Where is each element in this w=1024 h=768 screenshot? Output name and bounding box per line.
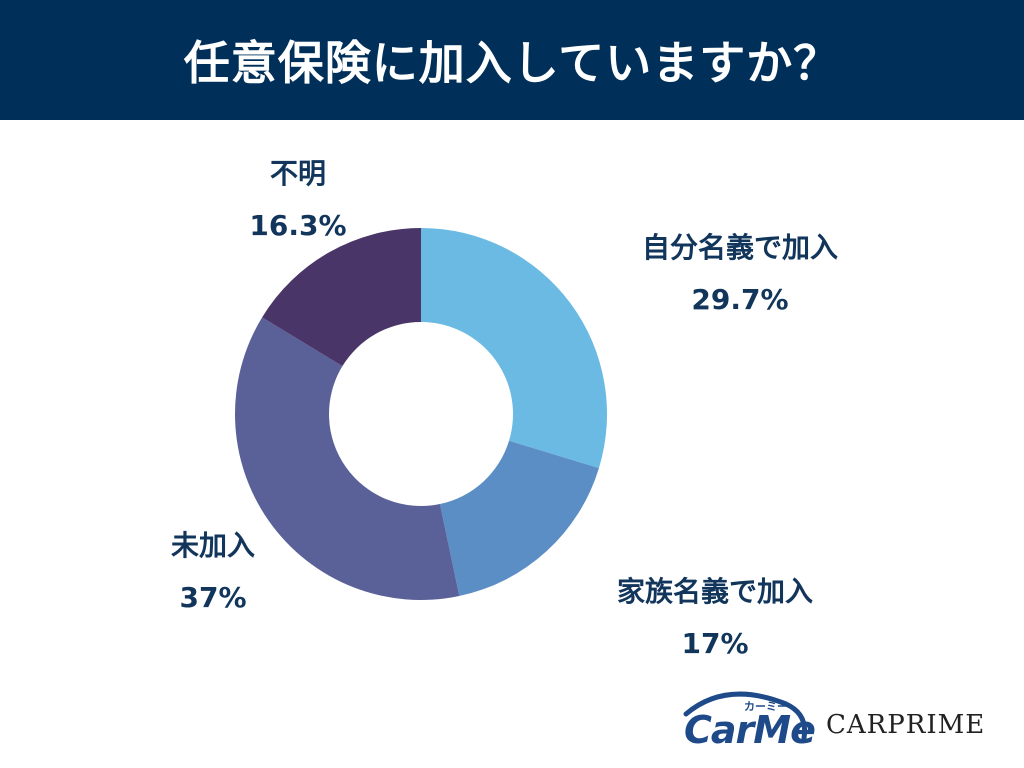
logos: カーミー CarMe CARPRIME (650, 686, 1010, 756)
label-fumei-value: 16.3% (249, 209, 347, 242)
label-mikanyu: 未加入 37% (120, 520, 306, 624)
label-fumei: 不明 16.3% (200, 148, 396, 252)
donut-svg (235, 228, 607, 600)
slice-mikanyu (235, 317, 460, 600)
label-jibun: 自分名義で加入 29.7% (600, 222, 880, 326)
label-fumei-name: 不明 (269, 157, 326, 190)
carme-kana: カーミー (744, 700, 788, 713)
label-kazoku-name: 家族名義で加入 (616, 575, 813, 608)
title-bar: 任意保険に加入していますか？ (0, 0, 1024, 120)
car-roof-icon (683, 691, 808, 741)
label-mikanyu-value: 37% (179, 581, 247, 614)
slice-fumei (262, 228, 421, 367)
carme-logo: カーミー CarMe (666, 686, 816, 752)
carprime-wordmark: CARPRIME (826, 710, 986, 740)
label-mikanyu-name: 未加入 (170, 529, 255, 562)
slice-jibun (421, 228, 607, 469)
label-jibun-name: 自分名義で加入 (641, 231, 838, 264)
page-title: 任意保険に加入していますか？ (183, 36, 841, 90)
label-jibun-value: 29.7% (691, 283, 789, 316)
carme-wordmark: CarMe (684, 708, 816, 752)
label-kazoku: 家族名義で加入 17% (570, 566, 860, 670)
label-kazoku-value: 17% (681, 627, 749, 660)
slice-kazoku (439, 440, 599, 597)
donut-chart: 自分名義で加入 29.7% 家族名義で加入 17% 未加入 37% 不明 16.… (0, 120, 1024, 768)
